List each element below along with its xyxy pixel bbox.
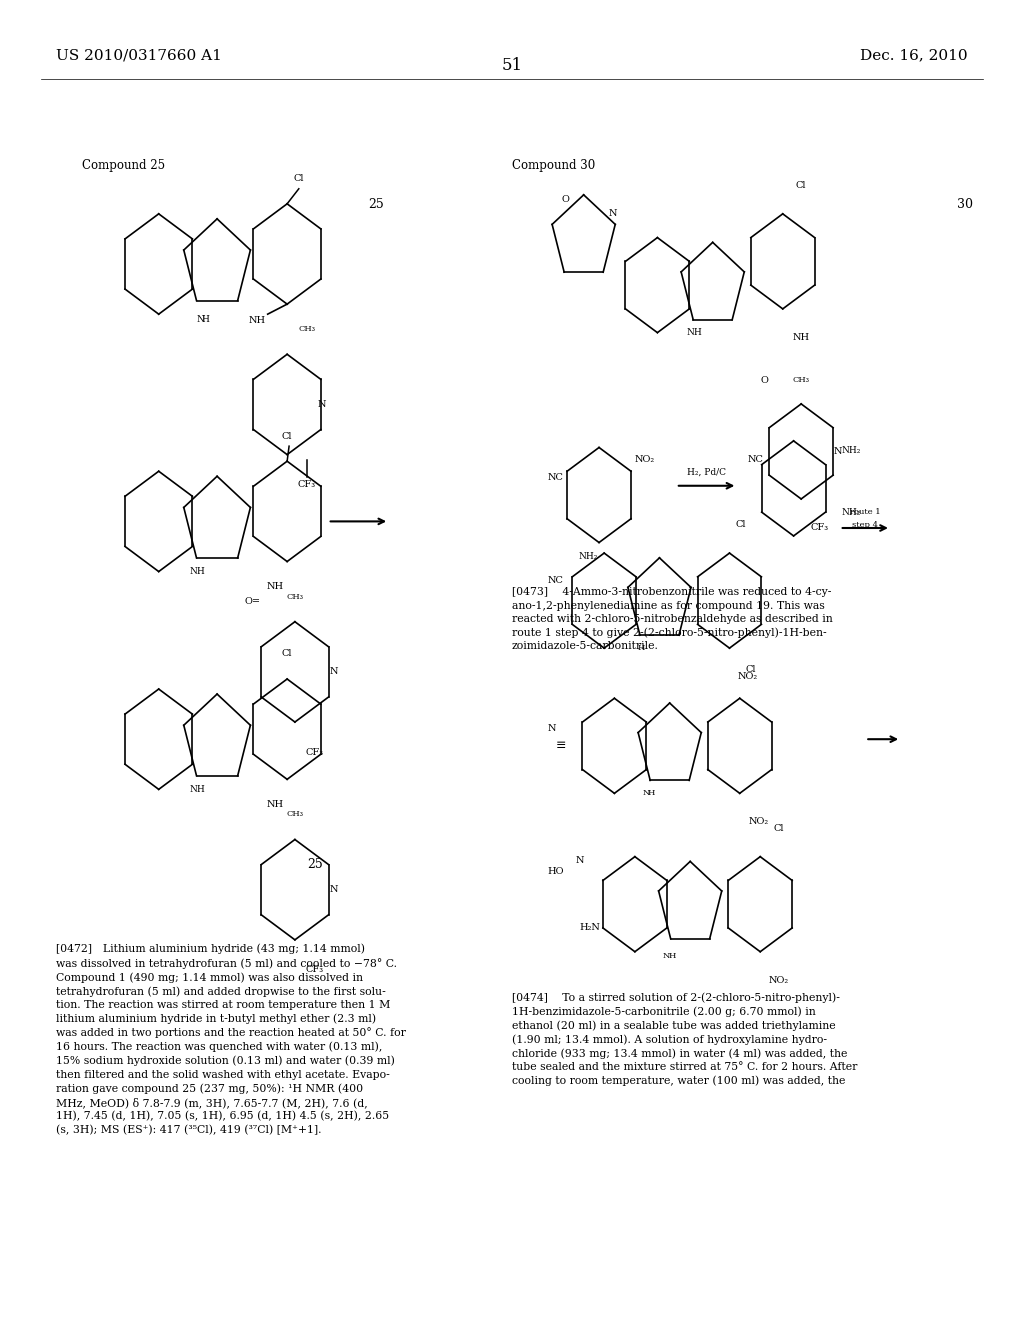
Text: O: O: [561, 195, 569, 205]
Text: N: N: [575, 857, 584, 865]
Text: NH: NH: [686, 329, 702, 337]
Text: N: N: [330, 668, 338, 676]
Text: NH: NH: [793, 333, 810, 342]
Text: NH: NH: [267, 800, 284, 809]
Text: Cl: Cl: [282, 432, 293, 441]
Text: NO₂: NO₂: [738, 672, 758, 681]
Text: H: H: [637, 644, 645, 652]
Text: US 2010/0317660 A1: US 2010/0317660 A1: [56, 49, 222, 62]
Text: Dec. 16, 2010: Dec. 16, 2010: [860, 49, 968, 62]
Text: CF₃: CF₃: [298, 480, 315, 490]
Text: NH: NH: [267, 582, 284, 591]
Text: CF₃: CF₃: [305, 965, 324, 974]
Text: N: N: [663, 953, 671, 961]
Text: NO₂: NO₂: [635, 455, 655, 463]
Text: [0473]  4-Ammo-3-nitrobenzonitrile was reduced to 4-cy-
ano-1,2-phenylenediamine: [0473] 4-Ammo-3-nitrobenzonitrile was re…: [512, 587, 833, 651]
Text: ≡: ≡: [556, 739, 566, 752]
Text: CF₃: CF₃: [811, 523, 828, 532]
Text: 51: 51: [502, 58, 522, 74]
Text: Cl: Cl: [745, 665, 756, 675]
Text: NH: NH: [249, 317, 266, 325]
Text: Cl: Cl: [294, 174, 304, 183]
Text: H: H: [202, 314, 209, 323]
Text: O=: O=: [244, 597, 260, 606]
Text: H₂N: H₂N: [580, 924, 600, 932]
Text: CF₃: CF₃: [305, 747, 324, 756]
Text: H₂, Pd/C: H₂, Pd/C: [687, 469, 726, 477]
Text: NC: NC: [548, 577, 564, 585]
Text: NH: NH: [189, 785, 206, 793]
Text: N: N: [642, 789, 650, 797]
Text: Cl: Cl: [282, 649, 293, 659]
Text: Cl: Cl: [773, 824, 784, 833]
Text: NC: NC: [548, 474, 564, 482]
Text: N: N: [548, 725, 556, 733]
Text: NC: NC: [748, 455, 764, 463]
Text: 30: 30: [957, 198, 974, 211]
Text: route 1: route 1: [850, 508, 881, 516]
Text: HO: HO: [548, 867, 564, 875]
Text: N: N: [330, 886, 338, 894]
Text: N: N: [834, 447, 843, 455]
Text: O: O: [761, 376, 768, 384]
Text: NO₂: NO₂: [769, 975, 788, 985]
Text: step 4: step 4: [852, 521, 879, 529]
Text: CH₃: CH₃: [287, 810, 303, 818]
Text: Cl: Cl: [796, 181, 807, 190]
Text: CH₃: CH₃: [298, 325, 315, 333]
Text: N: N: [609, 210, 617, 218]
Text: CH₃: CH₃: [287, 593, 303, 601]
Text: NH₂: NH₂: [579, 552, 598, 561]
Text: NO₂: NO₂: [749, 817, 768, 826]
Text: NH: NH: [189, 568, 206, 576]
Text: 25: 25: [307, 858, 323, 871]
Text: Compound 25: Compound 25: [82, 158, 165, 172]
Text: Compound 30: Compound 30: [512, 158, 595, 172]
Text: H: H: [647, 789, 655, 797]
Text: 25: 25: [369, 198, 384, 211]
Text: [0474]  To a stirred solution of 2-(2-chloro-5-nitro-phenyl)-
1H-benzimidazole-5: [0474] To a stirred solution of 2-(2-chl…: [512, 993, 857, 1086]
Text: H: H: [668, 953, 676, 961]
Text: Cl: Cl: [735, 520, 745, 529]
Text: N: N: [317, 400, 327, 409]
Text: [0472] Lithium aluminium hydride (43 mg; 1.14 mmol)
was dissolved in tetrahydrof: [0472] Lithium aluminium hydride (43 mg;…: [56, 944, 407, 1135]
Text: NH₂: NH₂: [842, 446, 861, 455]
Text: CH₃: CH₃: [793, 376, 810, 384]
Text: NH₂: NH₂: [842, 508, 861, 516]
Text: N: N: [197, 314, 204, 323]
